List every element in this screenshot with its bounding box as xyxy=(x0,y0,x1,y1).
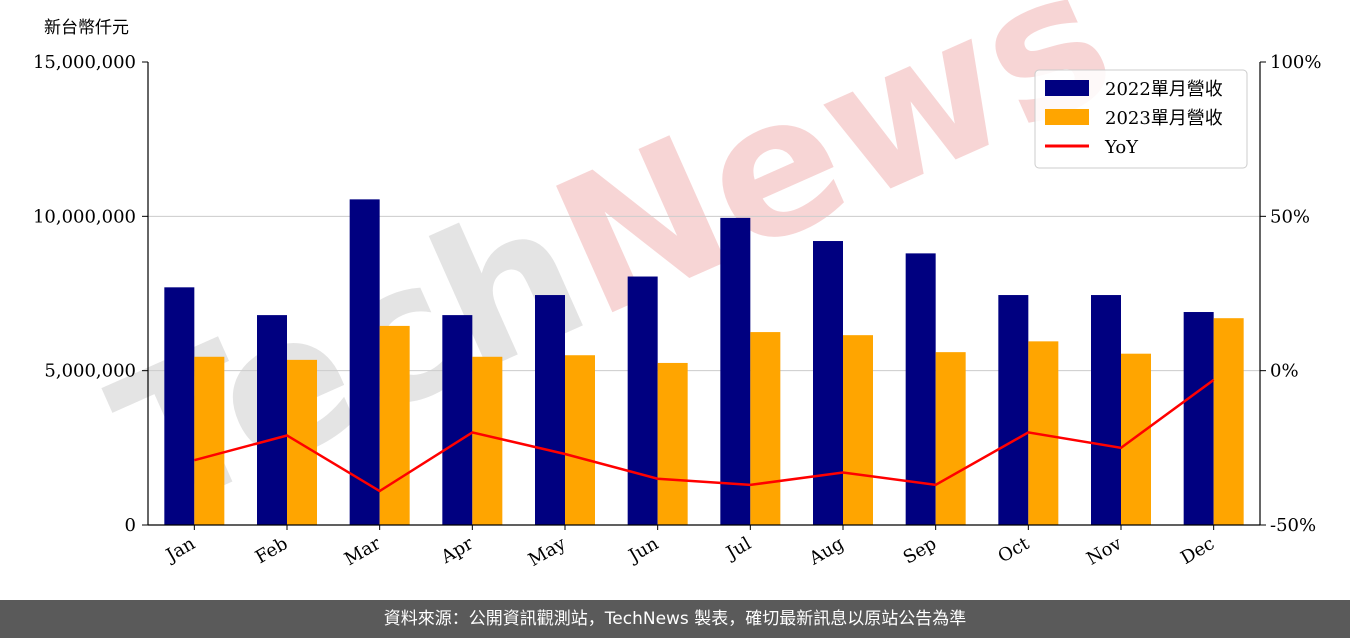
y2-tick-label: 50% xyxy=(1270,206,1310,227)
bar-2023 xyxy=(750,332,781,525)
bar-2022 xyxy=(813,241,843,525)
y2-tick-label: 100% xyxy=(1270,52,1321,73)
bar-2022 xyxy=(1091,295,1121,525)
bar-2022 xyxy=(627,276,658,525)
bar-2022 xyxy=(720,217,751,526)
x-tick-label: May xyxy=(525,533,570,571)
x-tick-label: Jun xyxy=(624,533,663,568)
bar-2023 xyxy=(379,325,410,525)
bar-2023 xyxy=(1121,353,1151,525)
x-tick-label: Sep xyxy=(900,533,940,568)
legend-label: YoY xyxy=(1104,137,1139,158)
x-tick-label: Oct xyxy=(995,533,1034,568)
bar-2022 xyxy=(1183,312,1214,525)
y2-tick-label: 0% xyxy=(1270,361,1299,382)
chart-svg: TechNews0 5,000,000 10,000,000 15,000,000 -5… xyxy=(33,0,1322,571)
bar-2023 xyxy=(843,335,873,525)
legend-swatch xyxy=(1045,80,1089,96)
bar-2022 xyxy=(349,199,380,525)
x-tick-label: Nov xyxy=(1083,533,1126,570)
y-unit-label: 新台幣仟元 xyxy=(44,18,129,38)
bar-2023 xyxy=(287,359,317,525)
x-tick-label: Feb xyxy=(252,533,292,568)
bar-2023 xyxy=(472,356,503,525)
bar-2022 xyxy=(535,295,565,525)
y-tick-label: 10,000,000 xyxy=(33,206,136,227)
bar-2022 xyxy=(998,295,1029,525)
legend-label: 2023單月營收 xyxy=(1105,108,1223,129)
bar-2022 xyxy=(257,315,287,525)
y-tick-label: 15,000,000 xyxy=(33,52,136,73)
bar-2023 xyxy=(1213,318,1244,525)
legend-label: 2022單月營收 xyxy=(1105,79,1223,100)
x-tick-label: Jul xyxy=(721,533,755,565)
x-tick-label: Aug xyxy=(805,533,848,570)
bar-2023 xyxy=(657,362,688,525)
y-tick-label: 5,000,000 xyxy=(44,361,136,382)
bar-2023 xyxy=(194,356,225,525)
bar-2023 xyxy=(935,352,966,525)
bar-2022 xyxy=(442,315,473,525)
bar-2023 xyxy=(565,355,595,525)
y2-tick-label: -50% xyxy=(1270,515,1316,536)
bar-2022 xyxy=(905,253,936,525)
y-tick-label: 0 xyxy=(125,515,136,536)
revenue-chart: TechNews0 5,000,000 10,000,000 15,000,000 -5… xyxy=(33,0,1322,571)
bar-2022 xyxy=(164,287,195,525)
source-text: 資料來源：公開資訊觀測站，TechNews 製表，確切最新訊息以原站公告為準 xyxy=(383,609,967,629)
yoy-line xyxy=(194,378,1215,493)
x-tick-label: Dec xyxy=(1177,533,1218,569)
legend-swatch xyxy=(1045,109,1089,125)
x-tick-label: Mar xyxy=(341,533,385,570)
x-tick-label: Apr xyxy=(437,533,477,568)
source-footer: 資料來源：公開資訊觀測站，TechNews 製表，確切最新訊息以原站公告為準 xyxy=(0,600,1350,638)
watermark-text: TechNews xyxy=(85,0,1141,556)
